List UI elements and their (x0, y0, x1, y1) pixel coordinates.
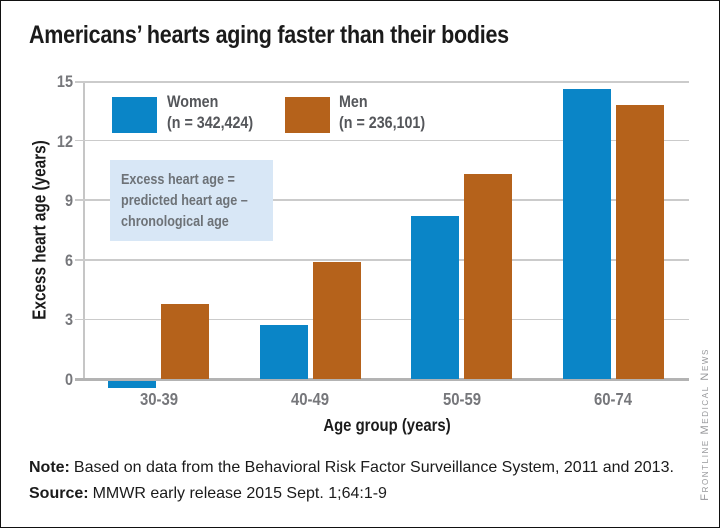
bar-men-60-74 (615, 104, 664, 379)
bar-men-30-39 (161, 303, 210, 379)
source-label: Source: (29, 485, 89, 502)
y-axis-line (83, 81, 85, 379)
gridline (75, 318, 689, 321)
bar-men-40-49 (312, 261, 361, 379)
source-text: Source: MMWR early release 2015 Sept. 1;6… (29, 485, 387, 503)
y-tick-label: 6 (64, 250, 73, 270)
source-body: MMWR early release 2015 Sept. 1;64:1-9 (92, 485, 387, 502)
x-tick-label: 40-49 (291, 389, 330, 409)
y-tick-label: 12 (56, 131, 73, 151)
y-tick-label: 9 (64, 191, 73, 211)
definition-line: chronological age (121, 213, 229, 230)
chart-title: Americans’ hearts aging faster than thei… (29, 21, 509, 49)
bar-women-60-74 (562, 88, 611, 379)
legend-swatch-women (112, 97, 157, 133)
x-axis-title: Age group (years) (323, 415, 451, 435)
note-text: Note: Based on data from the Behavioral R… (29, 459, 674, 477)
y-tick-label: 0 (64, 370, 73, 389)
bar-women-40-49 (259, 325, 308, 379)
legend-swatch-men (285, 97, 330, 133)
x-axis-baseline (75, 377, 689, 381)
bar-women-30-39 (108, 380, 157, 389)
legend-women-name: Women (167, 92, 219, 111)
definition-callout: Excess heart age = predicted heart age –… (110, 160, 273, 241)
x-tick-label: 50-59 (442, 389, 481, 409)
note-body: Based on data from the Behavioral Risk F… (73, 459, 674, 476)
credit-vertical: Frontline Medical News (699, 348, 711, 501)
y-axis-title: Excess heart age (years) (29, 140, 50, 320)
x-tick-label: 30-39 (139, 389, 178, 409)
legend-label-men: Men (n = 236,101) (339, 91, 425, 133)
bar-men-50-59 (464, 174, 513, 379)
gridline (75, 139, 689, 142)
legend-men-name: Men (339, 92, 368, 111)
legend-women-n: (n = 342,424) (167, 113, 254, 132)
definition-line: predicted heart age – (121, 192, 248, 209)
legend-men-n: (n = 236,101) (339, 113, 426, 132)
gridline-top (75, 81, 689, 83)
legend-label-women: Women (n = 342,424) (167, 91, 253, 133)
bar-women-50-59 (411, 216, 460, 379)
note-label: Note: (29, 459, 70, 476)
gridline (75, 259, 689, 261)
x-tick-label: 60-74 (594, 389, 633, 409)
y-tick-label: 15 (56, 72, 73, 91)
gridline (75, 199, 689, 201)
definition-line: Excess heart age = (121, 171, 235, 188)
y-tick-label: 3 (64, 310, 73, 330)
